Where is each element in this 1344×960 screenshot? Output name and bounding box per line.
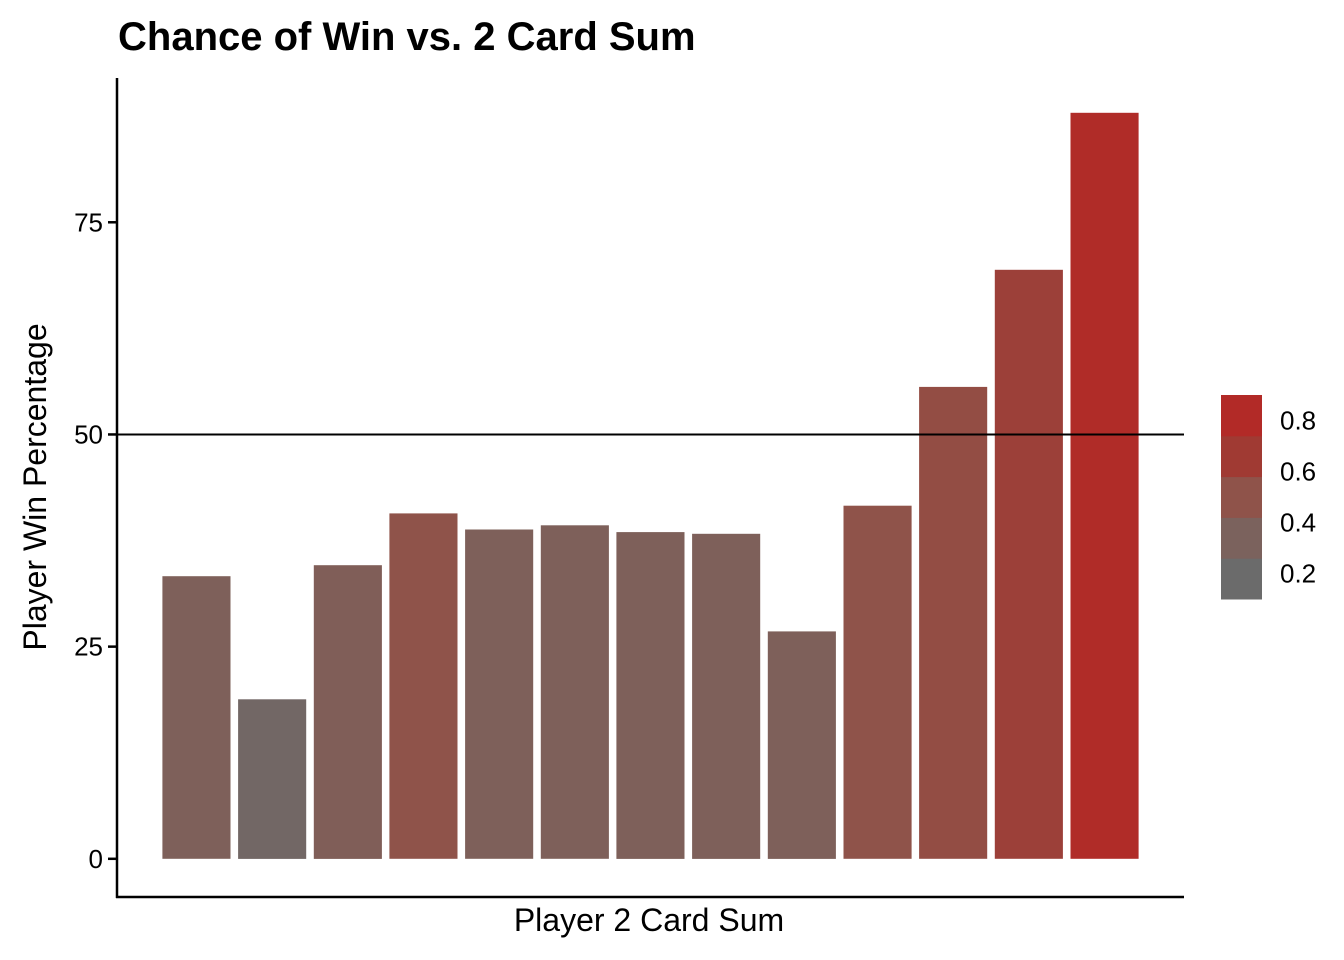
- y-ticks-group: 0 25 50 75: [74, 207, 117, 874]
- bar-2: [238, 699, 307, 859]
- legend-color-step: [1221, 476, 1262, 518]
- bar-5: [465, 529, 534, 859]
- y-tick-label: 75: [74, 207, 103, 237]
- bar-7: [616, 532, 685, 859]
- bar-12: [994, 269, 1063, 859]
- legend-tick-label: 0.6: [1280, 457, 1316, 487]
- y-axis-title: Player Win Percentage: [17, 323, 53, 650]
- x-axis-title: Player 2 Card Sum: [514, 902, 784, 938]
- bar-9: [767, 631, 836, 859]
- bar-10: [843, 505, 912, 859]
- bar-4: [389, 513, 458, 859]
- bars-group: [162, 112, 1139, 859]
- bar-13: [1070, 112, 1139, 859]
- legend-tick-label: 0.2: [1280, 559, 1316, 589]
- y-tick-label: 0: [89, 844, 103, 874]
- bar-11: [919, 386, 988, 859]
- chart-title: Chance of Win vs. 2 Card Sum: [118, 15, 696, 59]
- bar-1: [162, 576, 231, 859]
- legend-color-step: [1221, 395, 1262, 437]
- y-tick-label: 25: [74, 632, 103, 662]
- legend-color-step: [1221, 435, 1262, 478]
- legend-color-step: [1221, 558, 1262, 600]
- bar-3: [313, 565, 382, 859]
- legend-tick-label: 0.4: [1280, 508, 1316, 538]
- legend-color-step: [1221, 517, 1262, 559]
- legend: 0.2 0.4 0.6 0.8: [1221, 395, 1316, 600]
- bar-6: [540, 525, 609, 859]
- y-tick-label: 50: [74, 419, 103, 449]
- bar-8: [692, 533, 761, 859]
- legend-tick-label: 0.8: [1280, 406, 1316, 436]
